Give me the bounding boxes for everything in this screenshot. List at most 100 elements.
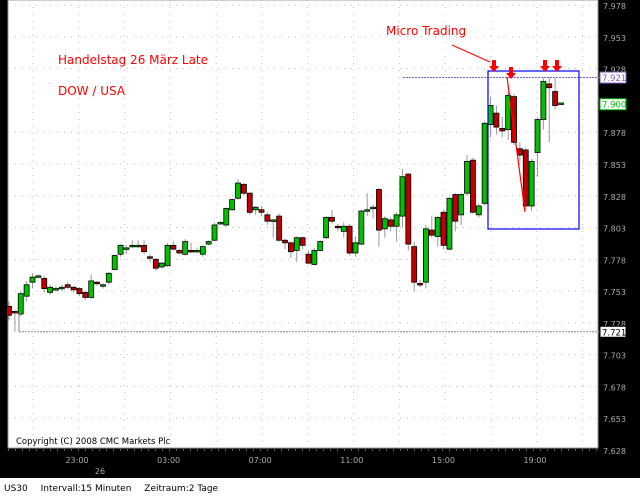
y-tick-label: 7.878 xyxy=(603,129,626,138)
y-tick-label: 7.628 xyxy=(603,447,626,456)
candle-down xyxy=(516,148,523,156)
candle-up xyxy=(352,242,359,254)
arrow-down-icon xyxy=(489,60,499,72)
candles xyxy=(6,77,564,332)
candle-down xyxy=(76,288,83,295)
candle-down xyxy=(64,284,71,288)
y-tick-label: 7.828 xyxy=(603,193,626,202)
candle-up xyxy=(270,219,277,222)
x-day-label: 26 xyxy=(95,467,105,476)
x-tick-label: 15:00 xyxy=(432,456,455,465)
candle-down xyxy=(41,277,48,289)
candle-up xyxy=(58,286,65,290)
candle-up xyxy=(117,244,124,255)
candle-down xyxy=(511,96,517,143)
candle-up xyxy=(194,250,200,253)
candle-up xyxy=(199,246,206,255)
candle-down xyxy=(376,189,382,231)
y-tick-label: 7.928 xyxy=(603,66,626,75)
y-tick-label: 7.678 xyxy=(603,383,626,392)
candle-down xyxy=(552,91,559,106)
candle-up xyxy=(370,206,376,210)
y-tick-label: 7.728 xyxy=(603,320,626,329)
highlight-box xyxy=(487,70,580,230)
candle-up xyxy=(235,182,241,199)
annotations: 7.921 7.900 7.721 xyxy=(18,44,627,338)
candle-up xyxy=(558,102,564,105)
candle-down xyxy=(94,281,100,285)
trend-line xyxy=(506,76,526,213)
candle-up xyxy=(88,280,95,298)
candle-down xyxy=(246,192,253,213)
candle-down xyxy=(240,183,247,194)
candle-up xyxy=(393,214,400,227)
candle-up xyxy=(53,288,59,291)
candle-down xyxy=(546,83,553,89)
candle-down xyxy=(276,215,283,241)
candle-down xyxy=(440,211,447,246)
x-tick-label: 23:00 xyxy=(65,456,88,465)
candle-up xyxy=(17,293,24,315)
y-tick-label: 7.953 xyxy=(603,34,626,43)
candle-up xyxy=(317,241,324,251)
status-bar: US30 Intervall:15 Minuten Zeitraum:2 Tag… xyxy=(0,478,640,500)
candle-up xyxy=(47,286,54,293)
y-tick-label: 7.753 xyxy=(603,288,626,297)
candle-down xyxy=(152,258,159,269)
candle-up xyxy=(364,209,371,212)
candle-down xyxy=(346,225,353,254)
candle-up xyxy=(35,275,42,278)
price-label-box xyxy=(599,71,627,84)
candle-up xyxy=(340,225,347,232)
candle-down xyxy=(329,216,335,222)
plot-area xyxy=(7,0,599,449)
candle-down xyxy=(299,237,306,246)
candle-down xyxy=(170,244,177,250)
candle-down xyxy=(452,194,459,222)
candle-up xyxy=(534,119,541,153)
candle-up xyxy=(458,194,465,216)
candle-up xyxy=(158,262,165,268)
candle-down xyxy=(6,305,12,316)
candle-down xyxy=(405,173,412,245)
candle-up xyxy=(229,199,236,211)
candle-down xyxy=(470,159,476,213)
candle-up xyxy=(123,247,130,250)
candle-up xyxy=(423,228,429,283)
candle-up xyxy=(505,94,512,131)
candle-up xyxy=(252,206,259,211)
candle-up xyxy=(540,80,547,120)
candle-up xyxy=(105,272,112,283)
candle-up xyxy=(323,216,330,239)
candle-down xyxy=(428,229,435,236)
price-label-low-line: 7.721 xyxy=(602,328,626,338)
candle-up xyxy=(29,276,36,283)
annotation-title: Handelstag 26 März Late xyxy=(58,53,208,67)
candle-down xyxy=(147,256,153,259)
candlestick-chart[interactable]: 7.978 7.953 7.928 7.878 7.853 7.828 7.803 7.778… xyxy=(0,0,640,478)
status-period: Zeitraum:2 Tage xyxy=(144,484,219,494)
candle-down xyxy=(264,214,271,222)
candle-up xyxy=(23,284,30,297)
x-tick-label: 07:00 xyxy=(249,456,272,465)
candle-up xyxy=(464,161,470,194)
y-tick-label: 7.778 xyxy=(603,256,626,265)
candle-down xyxy=(305,253,312,264)
arrow-down-icon xyxy=(540,60,550,72)
candle-up xyxy=(434,216,441,237)
candle-up xyxy=(205,241,212,245)
candle-down xyxy=(82,291,89,298)
candle-up xyxy=(100,284,106,287)
y-tick-label: 7.703 xyxy=(603,352,626,361)
candle-down xyxy=(141,244,147,253)
candle-up xyxy=(475,205,482,216)
y-axis: 7.978 7.953 7.928 7.878 7.853 7.828 7.803 7.778… xyxy=(603,2,626,456)
price-label-box xyxy=(599,98,627,111)
y-tick-label: 7.653 xyxy=(603,415,626,424)
candle-up xyxy=(293,237,300,251)
x-tick-label: 03:00 xyxy=(157,456,180,465)
x-tick-label: 19:00 xyxy=(523,456,546,465)
candle-up xyxy=(311,250,318,265)
candle-up xyxy=(381,218,388,230)
candle-down xyxy=(417,283,423,286)
